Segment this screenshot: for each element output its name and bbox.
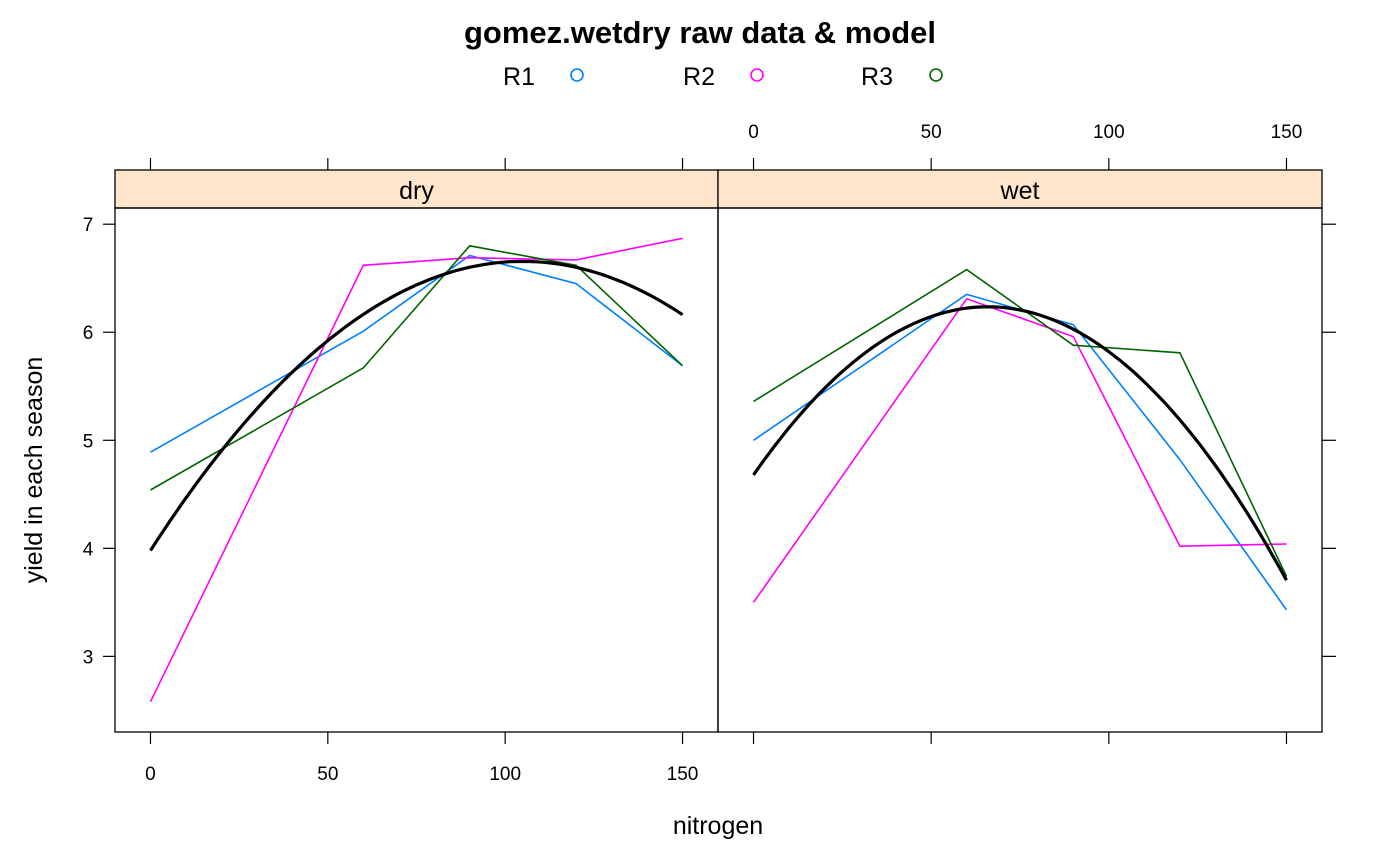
y-tick-label: 6 (83, 323, 94, 344)
x-tick-label: 0 (748, 122, 759, 143)
legend-label-r1: R1 (503, 63, 535, 91)
series-line-r3-dry (150, 244, 684, 491)
legend-marker-r2 (750, 68, 764, 82)
y-tick-label: 4 (83, 539, 94, 560)
y-axis-label: yield in each season (20, 357, 48, 584)
x-tick-label: 100 (489, 764, 521, 785)
x-axis-label: nitrogen (673, 812, 763, 840)
series-line-r1-wet (753, 293, 1288, 611)
legend-marker-r1 (570, 68, 584, 82)
legend: R1 R2 R3 (503, 63, 943, 91)
x-tick-label: 50 (317, 764, 338, 785)
series-line-r3-wet (753, 268, 1288, 577)
y-tick-label: 5 (83, 431, 94, 452)
legend-label-r2: R2 (683, 63, 715, 91)
x-tick-label: 100 (1093, 122, 1125, 143)
strip-label-dry: dry (399, 177, 434, 205)
legend-marker-r3 (929, 68, 943, 82)
panels: dry 0 50 100 150 3 4 5 6 7 wet 0 50 100 150 (83, 122, 1336, 785)
model-curve-dry (149, 259, 684, 552)
series-line-r2-dry (149, 237, 683, 703)
x-tick-label: 0 (145, 764, 156, 785)
y-tick-label: 7 (83, 215, 94, 236)
legend-label-r3: R3 (861, 63, 893, 91)
x-tick-label: 150 (667, 764, 699, 785)
panel-dry: dry 0 50 100 150 3 4 5 6 7 (83, 158, 719, 785)
x-tick-label: 150 (1271, 122, 1303, 143)
model-curve-wet (752, 305, 1288, 581)
y-tick-label: 3 (83, 647, 94, 668)
strip-label-wet: wet (1000, 177, 1040, 205)
panel-border-wet (717, 207, 1323, 733)
x-tick-label: 50 (921, 122, 942, 143)
chart-title: gomez.wetdry raw data & model (464, 15, 936, 50)
series-line-r2-wet (752, 297, 1287, 603)
strip-wet (717, 169, 1323, 209)
panel-wet: wet 0 50 100 150 (717, 122, 1336, 744)
